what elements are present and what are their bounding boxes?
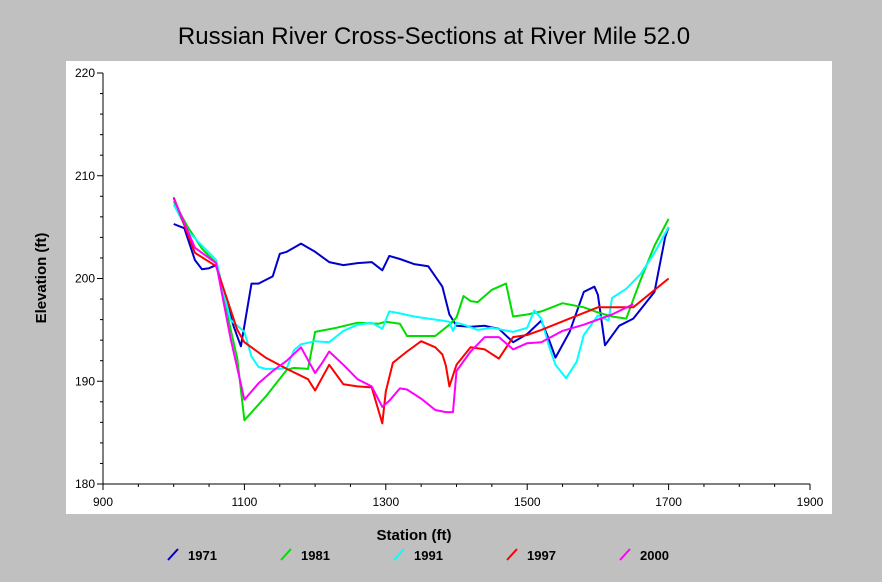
legend-swatch-2000 (619, 548, 631, 561)
legend: 1971 1981 1991 1997 2000 (167, 548, 669, 563)
legend-swatch-1997 (506, 548, 518, 561)
x-axis-label: Station (ft) (377, 527, 452, 544)
series-line-1991 (172, 204, 670, 380)
series-line-1981 (172, 200, 670, 422)
legend-swatch-1991 (393, 548, 405, 561)
series-line-2000 (172, 198, 634, 414)
legend-label-2000: 2000 (640, 548, 669, 563)
legend-label-1971: 1971 (188, 548, 217, 563)
x-tick-label: 1100 (231, 495, 257, 509)
y-tick-label: 220 (75, 66, 95, 80)
x-tick-label: 1700 (655, 495, 682, 509)
x-tick-label: 1300 (372, 495, 399, 509)
chart-title: Russian River Cross-Sections at River Mi… (178, 23, 690, 50)
series-layer (172, 196, 670, 425)
series-line-1971 (173, 223, 670, 359)
legend-label-1981: 1981 (301, 548, 330, 563)
x-tick-label: 1500 (514, 495, 541, 509)
legend-swatch-1981 (280, 548, 292, 561)
legend-label-1991: 1991 (414, 548, 443, 563)
y-axis-label: Elevation (ft) (33, 233, 50, 324)
x-tick-label: 900 (93, 495, 113, 509)
axes: 900 1100 1300 1500 1700 1900 180 190 200 210 220 (75, 66, 824, 509)
legend-swatch-1971 (167, 548, 179, 561)
plot-area (66, 61, 832, 514)
x-tick-label: 1900 (797, 495, 824, 509)
legend-label-1997: 1997 (527, 548, 556, 563)
y-tick-label: 210 (75, 169, 95, 183)
y-tick-label: 200 (75, 272, 95, 286)
y-tick-label: 190 (75, 374, 95, 388)
y-tick-label: 180 (75, 477, 95, 491)
series-line-1997 (172, 196, 670, 425)
